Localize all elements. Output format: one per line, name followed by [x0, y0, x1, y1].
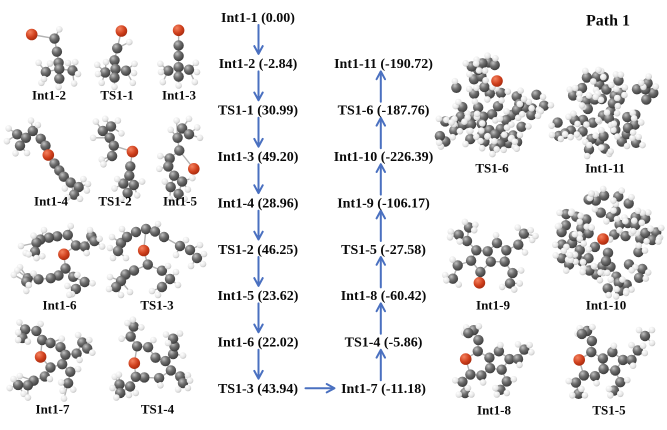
svg-text:Int1-5: Int1-5	[163, 194, 197, 209]
svg-text:TS1-2: TS1-2	[98, 194, 131, 209]
svg-text:Int1-9 (-106.17): Int1-9 (-106.17)	[337, 196, 430, 211]
svg-text:TS1-1: TS1-1	[100, 88, 133, 103]
svg-text:TS1-3 (43.94): TS1-3 (43.94)	[218, 382, 298, 397]
svg-text:Int1-3: Int1-3	[162, 88, 196, 103]
svg-text:TS1-3: TS1-3	[140, 298, 174, 313]
svg-text:Int1-9: Int1-9	[476, 298, 510, 313]
svg-text:TS1-5: TS1-5	[592, 403, 626, 418]
svg-text:Int1-7 (-11.18): Int1-7 (-11.18)	[341, 382, 426, 397]
svg-text:Int1-8: Int1-8	[477, 403, 511, 418]
svg-text:Int1-6 (22.02): Int1-6 (22.02)	[218, 336, 299, 351]
svg-text:Int1-2: Int1-2	[32, 88, 66, 103]
svg-text:Int1-8 (-60.42): Int1-8 (-60.42)	[341, 289, 427, 304]
svg-text:Int1-4 (28.96): Int1-4 (28.96)	[218, 196, 299, 211]
svg-text:TS1-2 (46.25): TS1-2 (46.25)	[218, 243, 298, 258]
svg-text:Int1-5 (23.62): Int1-5 (23.62)	[218, 289, 299, 304]
svg-text:Int1-1 (0.00): Int1-1 (0.00)	[221, 11, 295, 26]
svg-text:TS1-6: TS1-6	[475, 161, 509, 176]
svg-text:TS1-5 (-27.58): TS1-5 (-27.58)	[341, 243, 426, 258]
svg-text:Int1-10 (-226.39): Int1-10 (-226.39)	[334, 150, 434, 165]
svg-text:TS1-1 (30.99): TS1-1 (30.99)	[218, 104, 298, 119]
svg-text:TS1-4 (-5.86): TS1-4 (-5.86)	[345, 336, 423, 351]
svg-text:Int1-11 (-190.72): Int1-11 (-190.72)	[334, 57, 433, 72]
svg-text:Int1-6: Int1-6	[43, 298, 77, 313]
svg-text:Path 1: Path 1	[586, 13, 630, 30]
svg-text:Int1-11: Int1-11	[585, 161, 625, 176]
svg-text:TS1-6 (-187.76): TS1-6 (-187.76)	[338, 104, 430, 119]
svg-text:Int1-10: Int1-10	[586, 298, 626, 313]
svg-text:Int1-4: Int1-4	[34, 194, 68, 209]
svg-text:Int1-7: Int1-7	[36, 402, 70, 417]
svg-text:TS1-4: TS1-4	[141, 402, 175, 417]
svg-text:Int1-3 (49.20): Int1-3 (49.20)	[218, 150, 299, 165]
svg-text:Int1-2 (-2.84): Int1-2 (-2.84)	[219, 57, 298, 72]
